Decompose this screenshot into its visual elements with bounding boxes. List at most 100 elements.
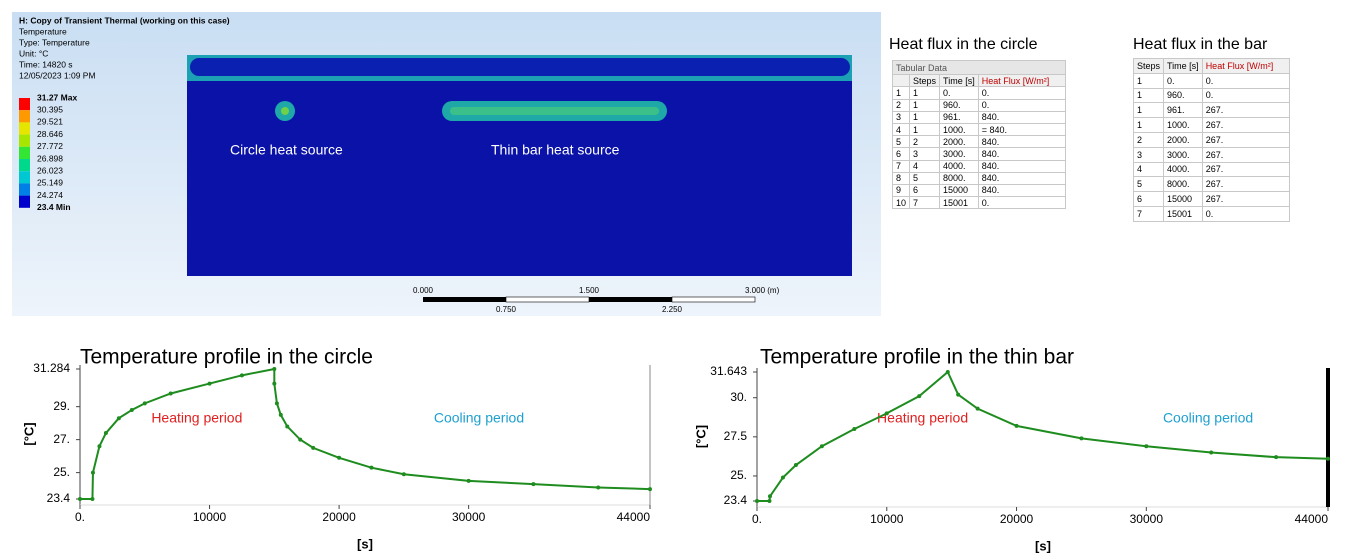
header-row: Steps Time [s] Heat Flux [W/m²] <box>1132 58 1290 74</box>
domain <box>187 55 852 276</box>
table-row: 6 15000 267. <box>1132 191 1290 207</box>
header-line: 12/05/2023 1:09 PM <box>19 70 96 80</box>
x-tick-label: 0. <box>75 510 85 524</box>
table-row: 4 4000. 267. <box>1132 161 1290 178</box>
x-tick-label: 20000 <box>1000 512 1034 526</box>
chart-title: Temperature profile in the thin bar <box>760 346 1074 369</box>
table-row: 7 4 4000. 840. <box>891 159 1066 173</box>
x-tick-label: 20000 <box>322 510 356 524</box>
data-line <box>757 370 1329 502</box>
table-cell: 6 <box>909 183 941 198</box>
table-cell: 9 <box>891 183 911 198</box>
table-cell: 3 <box>891 110 911 124</box>
y-axis-label: [°C] <box>693 425 708 448</box>
table-cell: 1 <box>909 110 941 124</box>
period-label: Heating period <box>877 410 968 426</box>
table-cell: 4 <box>909 159 941 173</box>
data-point <box>207 381 212 386</box>
annotation: Thin bar heat source <box>491 142 620 158</box>
data-point <box>852 427 857 432</box>
table-cell: 1 <box>1132 102 1165 119</box>
column-header: Time [s] <box>939 74 979 88</box>
y-axis-label: [°C] <box>21 422 36 445</box>
table-cell: = 840. <box>977 122 1066 137</box>
table-cell: 0. <box>1163 72 1203 89</box>
header-line: Temperature <box>19 26 67 36</box>
table-cell: 15001 <box>1163 205 1203 222</box>
legend-swatch <box>19 171 30 184</box>
table-cell: 4 <box>1132 161 1165 178</box>
legend-swatch <box>19 134 30 147</box>
table-cell: 840. <box>977 110 1066 124</box>
table-row: 1 0. 0. <box>1132 72 1290 89</box>
table-cell: 267. <box>1201 176 1290 193</box>
table-cell: 960. <box>1163 87 1203 104</box>
table-cell: 15000 <box>939 183 979 198</box>
table-row: 7 15001 0. <box>1132 205 1290 222</box>
table-cell: 3 <box>1132 146 1165 163</box>
table-row: 1 960. 0. <box>1132 87 1290 104</box>
column-header: Steps <box>909 74 941 88</box>
table-row: 3 3000. 267. <box>1132 146 1290 163</box>
data-point <box>975 406 980 411</box>
table-cell: 267. <box>1201 146 1290 163</box>
annotation: Circle heat source <box>230 142 343 158</box>
column-header: Heat Flux [W/m²] <box>977 74 1066 88</box>
data-point <box>917 394 922 399</box>
table-cell: 0. <box>977 98 1066 112</box>
table-row: 2 2000. 267. <box>1132 131 1290 148</box>
legend-swatch <box>19 195 30 208</box>
data-point <box>819 444 824 449</box>
table-cell: 2 <box>891 98 911 112</box>
table-row: 6 3 3000. 840. <box>891 147 1066 161</box>
scale-seg <box>505 296 590 303</box>
data-table: Tabular Data Steps Time [s] Heat Flux [W/m²… <box>891 59 1066 210</box>
period-label: Cooling period <box>434 410 524 426</box>
scale-label: 0.750 <box>496 305 517 314</box>
y-tick-label: 31.284 <box>33 361 70 375</box>
data-point <box>531 482 536 487</box>
table-title: Heat flux in the circle <box>889 36 1038 53</box>
data-point <box>116 416 121 421</box>
table-cell: 5 <box>909 171 941 185</box>
header-row: Steps Time [s] Heat Flux [W/m²] <box>891 74 1066 88</box>
data-point <box>274 401 279 406</box>
scale-seg <box>589 297 672 302</box>
table-cell: 840. <box>977 171 1066 185</box>
legend-label: 26.898 <box>37 153 63 163</box>
data-point <box>793 463 798 468</box>
table-cell: 0. <box>977 196 1066 210</box>
x-tick-label: 30000 <box>1130 512 1164 526</box>
table-cell: 15001 <box>939 196 979 210</box>
data-point <box>337 455 342 460</box>
period-label: Heating period <box>151 410 242 426</box>
table-title: Heat flux in the bar <box>1133 36 1268 53</box>
x-tick-label: 10000 <box>193 510 227 524</box>
table-cell: 10 <box>891 196 911 210</box>
table-cell: 7 <box>909 196 941 210</box>
table-cell: 267. <box>1201 191 1290 207</box>
data-point <box>298 437 303 442</box>
table-row: 2 1 960. 0. <box>891 98 1066 112</box>
table-cell: 1 <box>891 86 911 100</box>
data-point <box>767 494 772 499</box>
bar-core <box>450 107 659 115</box>
scale-label: 2.250 <box>662 305 683 314</box>
table-row: 3 1 961. 840. <box>891 110 1066 124</box>
table-cell: 267. <box>1201 131 1290 148</box>
legend-swatch <box>19 110 30 123</box>
table-cell: 961. <box>1163 102 1203 119</box>
table-cell: 2000. <box>1163 131 1203 148</box>
table-row: 10 7 15001 0. <box>891 196 1066 210</box>
table-cell: 4000. <box>1163 161 1203 178</box>
data-point <box>369 465 374 470</box>
x-axis-label: [s] <box>1035 538 1051 553</box>
column-header: Steps <box>1132 58 1165 74</box>
legend-swatch <box>19 159 30 172</box>
index-header <box>891 74 911 88</box>
data-point <box>311 445 316 450</box>
legend-label: 27.772 <box>37 141 63 151</box>
table-row: 5 8000. 267. <box>1132 176 1290 193</box>
period-label: Cooling period <box>1163 410 1253 426</box>
